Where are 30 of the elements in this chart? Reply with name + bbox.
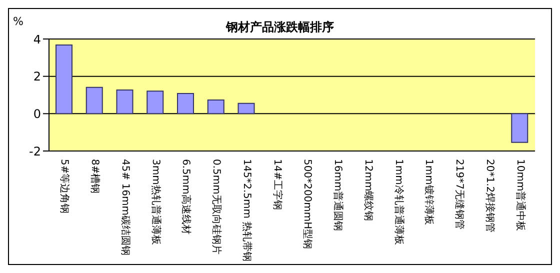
x-tick-label: 219*7无缝钢管 bbox=[454, 159, 466, 230]
x-tick-label: 3mm热轧普通薄板 bbox=[150, 159, 162, 245]
x-tick-label: 14#工字钢 bbox=[271, 159, 284, 210]
bar bbox=[146, 90, 164, 114]
x-tick-label: 1mm冷轧普通薄板 bbox=[392, 159, 405, 245]
x-tick-label: 6.5mm高速线材 bbox=[180, 159, 192, 234]
x-tick-label: 145*2.5mm 热轧带钢 bbox=[240, 159, 253, 262]
y-axis-title: % bbox=[13, 15, 24, 28]
x-tick-label: 1mm镀锌薄板 bbox=[423, 159, 436, 225]
x-tick-label: 0.5mm无取向硅钢片 bbox=[210, 159, 223, 254]
x-tick-label: 16mm普通圆钢 bbox=[332, 159, 344, 232]
bar bbox=[207, 100, 224, 114]
bar bbox=[116, 89, 134, 114]
x-tick-label: 500*200mmH型钢 bbox=[302, 159, 314, 250]
bar bbox=[56, 44, 72, 114]
bar bbox=[238, 102, 255, 114]
bar bbox=[511, 113, 528, 143]
y-tick-label: 0 bbox=[33, 106, 41, 121]
chart-title: 钢材产品涨跌幅排序 bbox=[226, 20, 334, 34]
bar bbox=[86, 86, 103, 114]
x-tick-label: 12mm螺纹钢 bbox=[362, 159, 374, 222]
y-tick-label: 4 bbox=[33, 32, 41, 46]
x-tick-label: 5#等边角钢 bbox=[58, 159, 71, 214]
x-tick-label: 10mm普通中板 bbox=[514, 159, 526, 232]
y-tick-label: -2 bbox=[29, 144, 41, 158]
y-tick-label: 2 bbox=[33, 70, 41, 84]
x-tick-label: 8#槽钢 bbox=[89, 159, 102, 194]
bar bbox=[177, 93, 194, 114]
x-tick-label: 45# 16mm碳结圆钢 bbox=[119, 159, 132, 256]
x-tick-label: 20*1.2焊接钢管 bbox=[484, 159, 496, 233]
